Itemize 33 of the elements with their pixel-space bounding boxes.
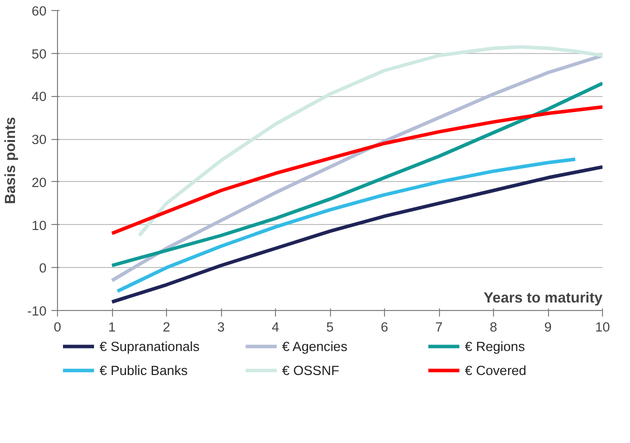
x-tick-label: 4 (272, 320, 280, 334)
y-tick-label: 10 (32, 218, 47, 233)
y-tick-label: -10 (27, 304, 46, 318)
y-tick-label: 60 (32, 4, 47, 18)
line-series (110, 54, 602, 282)
x-tick-label: 5 (326, 320, 334, 334)
y-tick-label: 40 (32, 89, 47, 104)
x-tick-label: 9 (544, 320, 552, 334)
legend-label: € Covered (464, 363, 526, 378)
legend-label: € Regions (464, 339, 526, 354)
x-tick-label: 6 (380, 320, 388, 334)
y-tick-label: 0 (39, 260, 47, 276)
legend-label: € Supranationals (100, 339, 200, 354)
line-series (116, 157, 577, 293)
x-axis-title: Years to maturity (484, 290, 604, 306)
line-series (110, 105, 602, 236)
x-tick-label: 1 (108, 320, 116, 334)
line-series (138, 45, 602, 238)
y-axis-title: Basis points (3, 116, 20, 204)
y-tick-label: 50 (32, 46, 47, 62)
legend-label: € OSSNF (282, 363, 340, 378)
line-series (110, 82, 602, 268)
x-tick-label: 3 (217, 320, 225, 334)
legend-label: € Agencies (282, 339, 348, 354)
x-tick-label: 8 (490, 320, 498, 334)
x-tick-label: 7 (435, 320, 443, 334)
legend-label: € Public Banks (100, 363, 188, 378)
y-tick-label: 20 (32, 174, 47, 190)
x-tick-label: 0 (54, 320, 62, 334)
line-series (110, 165, 602, 304)
x-tick-label: 2 (162, 320, 170, 334)
x-tick-label: 10 (595, 320, 610, 334)
y-tick-label: 30 (32, 132, 47, 148)
